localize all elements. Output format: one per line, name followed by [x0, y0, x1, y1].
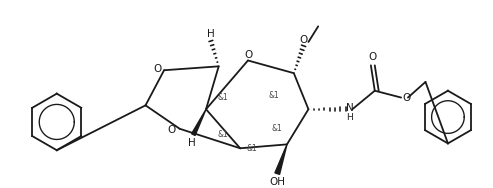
Polygon shape [192, 109, 206, 136]
Text: O: O [369, 52, 377, 62]
Text: H: H [187, 138, 195, 148]
Text: H: H [347, 113, 353, 122]
Text: &1: &1 [269, 91, 280, 100]
Text: OH: OH [269, 177, 285, 186]
Text: N: N [347, 103, 354, 113]
Text: &1: &1 [217, 93, 228, 102]
Text: H: H [207, 29, 215, 39]
Text: &1: &1 [246, 144, 257, 153]
Text: O: O [154, 64, 162, 74]
Text: O: O [299, 35, 308, 45]
Text: &1: &1 [217, 130, 228, 139]
Text: O: O [168, 125, 176, 135]
Text: O: O [402, 92, 410, 102]
Text: &1: &1 [272, 124, 282, 133]
Polygon shape [275, 144, 287, 174]
Text: O: O [245, 49, 253, 60]
